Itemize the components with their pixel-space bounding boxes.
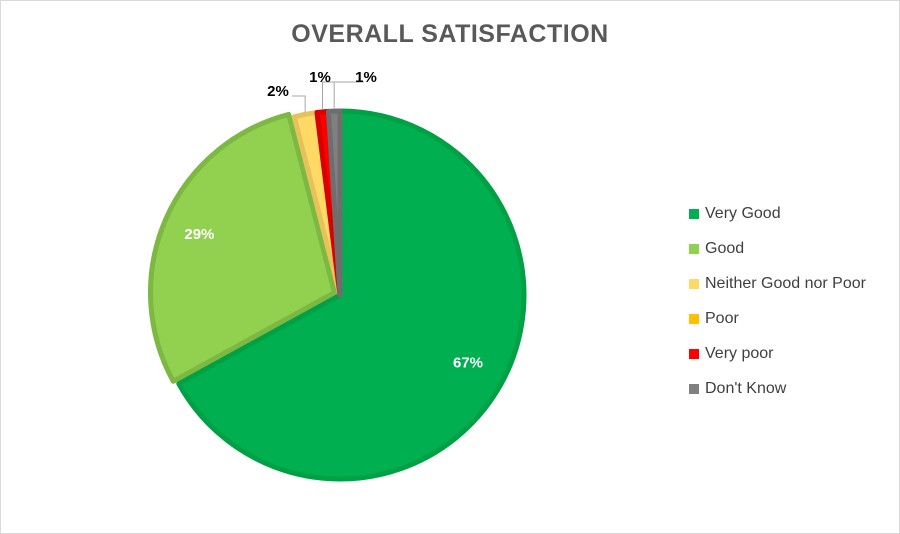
pie-slice-very-good (176, 108, 527, 482)
legend-item: Good (689, 231, 866, 266)
pie-slice-don-t-know (325, 108, 343, 298)
legend-swatch (689, 243, 699, 254)
legend-item: Very Good (689, 196, 866, 231)
legend-item: Very poor (689, 336, 866, 371)
legend-swatch (689, 208, 699, 219)
legend-label: Good (705, 239, 745, 257)
legend-item: Poor (689, 301, 866, 336)
legend-item: Neither Good nor Poor (689, 266, 866, 301)
legend-item: Don't Know (689, 371, 866, 406)
legend-label: Very Good (705, 204, 781, 222)
chart-legend: Very Good Good Neither Good nor Poor Poor Ve… (689, 196, 866, 406)
legend-label: Neither Good nor Poor (705, 274, 866, 292)
chart-title: OVERALL SATISFACTION (291, 20, 609, 48)
data-label: 2% (267, 83, 289, 100)
legend-label: Poor (705, 309, 739, 327)
leader-line (321, 81, 334, 110)
pie-slice-good (148, 111, 337, 384)
data-label: 29% (184, 226, 214, 243)
legend-label: Very poor (705, 344, 774, 362)
legend-swatch (689, 348, 699, 359)
data-label: 1% (355, 69, 377, 86)
legend-label: Don't Know (705, 379, 787, 397)
leader-line (333, 81, 364, 110)
data-label: 67% (453, 354, 483, 371)
legend-swatch (689, 313, 699, 324)
data-label: 1% (309, 69, 331, 86)
legend-swatch (689, 383, 699, 394)
legend-swatch (689, 278, 699, 289)
leader-line (292, 95, 306, 113)
